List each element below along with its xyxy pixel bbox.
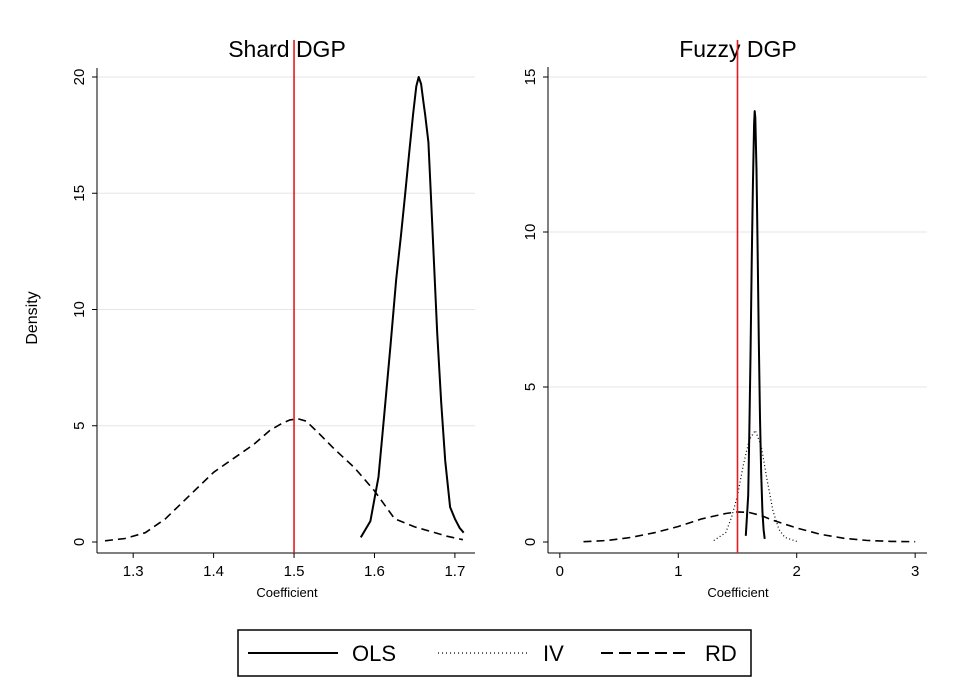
y-tick-label: 15 (522, 69, 539, 86)
y-tick-label: 5 (71, 422, 88, 430)
series-line-rd (104, 417, 464, 542)
x-tick-label: 1.5 (284, 563, 305, 580)
x-tick-label: 1.6 (364, 563, 385, 580)
y-axis-label: Density (24, 291, 41, 344)
x-tick-label: 3 (911, 563, 919, 580)
series-line-iv (713, 429, 797, 542)
x-tick-label: 0 (556, 563, 564, 580)
y-tick-label: 10 (71, 301, 88, 318)
y-tick-label: 0 (71, 538, 88, 546)
legend-label-ols: OLS (352, 641, 396, 666)
x-tick-label: 1 (674, 563, 682, 580)
y-tick-label: 20 (71, 69, 88, 86)
series-line-ols (359, 76, 465, 538)
x-tick-label: 1.3 (123, 563, 144, 580)
series-line-ols (744, 110, 766, 540)
legend: OLS IV RD (237, 629, 752, 677)
x-axis-label: Coefficient (256, 585, 318, 600)
panel-shard-dgp: Shard DGP Coefficient 0 5 10 15 20 1.3 1.4 1.5 1… (71, 36, 475, 600)
x-tick-label: 1.4 (203, 563, 224, 580)
x-tick-label: 2 (793, 563, 801, 580)
legend-label-iv: IV (543, 641, 564, 666)
y-tick-label: 0 (522, 538, 539, 546)
y-tick-label: 10 (522, 224, 539, 241)
y-tick-label: 5 (522, 383, 539, 391)
legend-label-rd: RD (705, 641, 737, 666)
panel-title: Shard DGP (228, 36, 346, 62)
series-line-rd (583, 511, 916, 543)
x-tick-label: 1.7 (444, 563, 465, 580)
y-tick-label: 15 (71, 185, 88, 202)
x-axis-label: Coefficient (707, 585, 769, 600)
